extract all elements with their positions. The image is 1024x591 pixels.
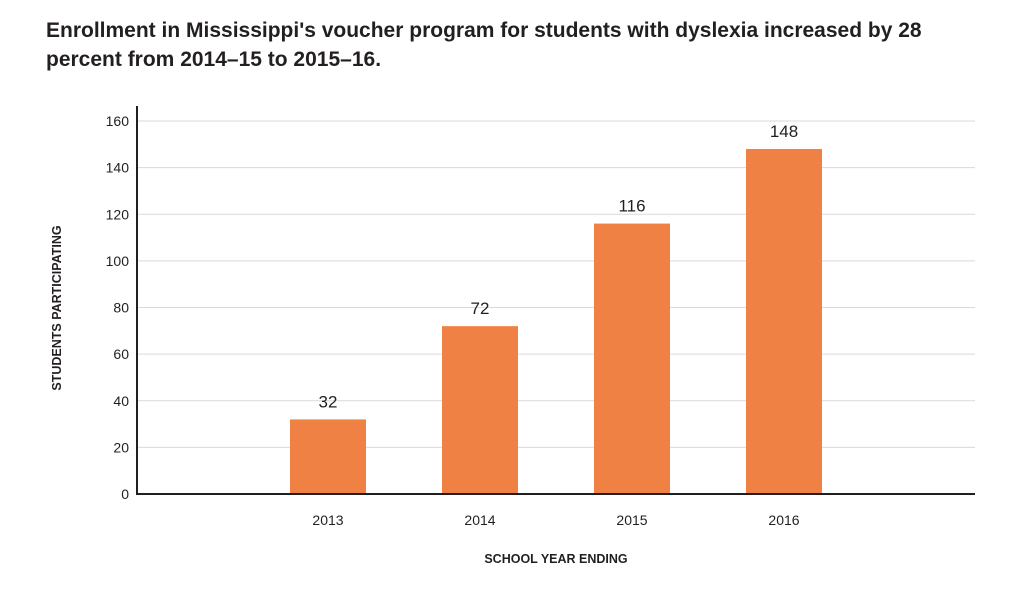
bars <box>290 148 822 494</box>
gridlines <box>137 120 975 448</box>
bar-value-label: 116 <box>618 197 645 216</box>
y-tick-label: 0 <box>121 486 129 502</box>
y-tick-label: 100 <box>106 253 130 269</box>
bar-value-label: 148 <box>770 122 798 141</box>
labels: 0 20 40 60 80 100 120 140 160 32 2013 72 2014 116 2015… <box>106 113 800 528</box>
x-axis-title: SCHOOL YEAR ENDING <box>484 552 627 566</box>
y-tick-label: 120 <box>106 206 130 222</box>
axes <box>136 106 975 495</box>
bar <box>290 419 366 494</box>
x-tick-label: 2015 <box>616 512 647 528</box>
x-tick-label: 2016 <box>768 512 799 528</box>
y-axis-title: STUDENTS PARTICIPATING <box>50 225 64 390</box>
y-tick-label: 40 <box>113 393 129 409</box>
y-tick-label: 80 <box>113 300 129 316</box>
bar <box>442 326 518 494</box>
x-tick-label: 2013 <box>312 512 343 528</box>
y-tick-label: 60 <box>113 346 129 362</box>
bar-value-label: 72 <box>471 299 490 318</box>
y-tick-label: 140 <box>106 160 130 176</box>
bar <box>594 223 670 494</box>
chart-title: Enrollment in Mississippi's voucher prog… <box>46 19 922 71</box>
y-tick-label: 160 <box>106 113 130 129</box>
bar <box>746 148 822 494</box>
x-tick-label: 2014 <box>464 512 495 528</box>
bar-value-label: 32 <box>319 392 338 411</box>
y-tick-label: 20 <box>113 439 129 455</box>
